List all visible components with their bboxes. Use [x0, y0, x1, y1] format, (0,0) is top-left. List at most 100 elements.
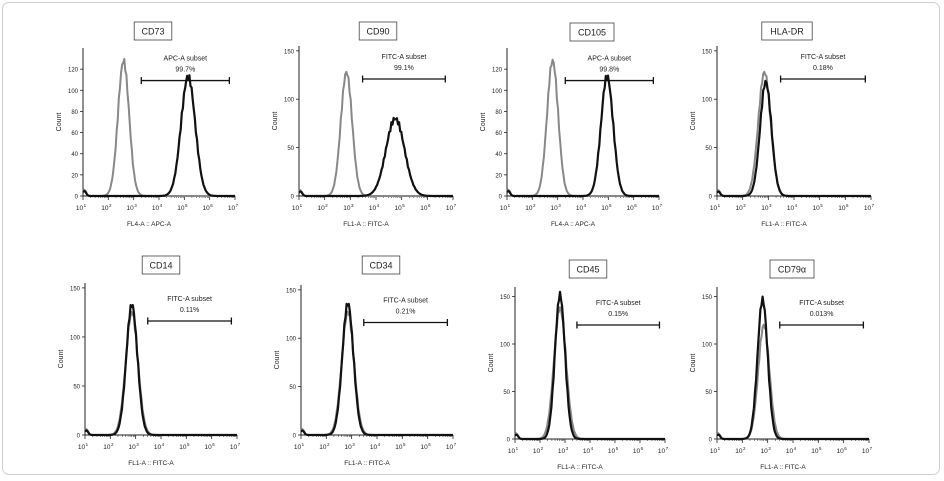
- x-tick-label: 107: [230, 442, 241, 451]
- histogram-curve: [506, 74, 659, 198]
- x-tick-label: 107: [652, 203, 663, 212]
- x-tick-label: 102: [319, 442, 330, 451]
- x-axis-label: FL4-A :: APC-A: [127, 221, 172, 228]
- x-tick-label: 105: [813, 203, 824, 212]
- y-tick-label: 0: [709, 195, 713, 201]
- histogram-curve: [298, 70, 453, 197]
- y-tick-label: 100: [500, 343, 511, 349]
- x-tick-label: 103: [558, 446, 569, 455]
- gate-value: 99.8%: [599, 67, 619, 74]
- histogram-curve: [514, 306, 665, 440]
- x-tick-label: 106: [838, 203, 849, 212]
- panel-title-box: [133, 21, 173, 41]
- y-tick-label: 0: [75, 195, 79, 201]
- y-axis-label: Count: [690, 112, 697, 131]
- y-tick-label: 100: [492, 89, 503, 95]
- y-axis-label: Count: [56, 113, 63, 132]
- y-tick-label: 0: [499, 195, 503, 201]
- x-tick-label: 105: [395, 442, 406, 451]
- histogram-curve: [84, 311, 237, 436]
- y-tick-label: 0: [507, 438, 511, 444]
- x-tick-label: 102: [101, 203, 112, 212]
- gate-name: FITC-A subset: [382, 54, 427, 61]
- panel-title: CD34: [369, 261, 392, 271]
- histogram-curve: [716, 295, 869, 441]
- x-tick-label: 106: [837, 446, 848, 455]
- x-tick-label: 103: [761, 446, 772, 455]
- histogram-curve: [82, 58, 235, 197]
- x-tick-label: 107: [862, 446, 873, 455]
- panel-title-box: [761, 21, 813, 41]
- x-tick-label: 101: [292, 203, 303, 212]
- y-tick-label: 100: [284, 98, 295, 104]
- gate-value: 0.013%: [810, 311, 834, 318]
- y-tick-label: 100: [702, 98, 713, 104]
- y-tick-label: 20: [495, 173, 502, 179]
- y-axis-label: Count: [272, 112, 279, 131]
- x-axis-label: FL4-A :: APC-A: [551, 221, 596, 228]
- x-axis-label: FL1-A :: FITC-A: [128, 460, 174, 467]
- x-tick-label: 103: [127, 203, 138, 212]
- y-tick-label: 100: [68, 89, 79, 95]
- x-tick-label: 104: [786, 446, 797, 455]
- x-axis-label: FL1-A :: FITC-A: [343, 221, 389, 228]
- x-tick-label: 104: [583, 446, 594, 455]
- x-tick-label: 102: [735, 446, 746, 455]
- histogram-curve: [300, 302, 453, 437]
- panel-title: CD105: [578, 28, 606, 38]
- y-tick-label: 0: [77, 434, 81, 440]
- y-tick-label: 150: [284, 49, 295, 55]
- x-tick-label: 104: [152, 203, 163, 212]
- panel-title: CD90: [366, 27, 389, 37]
- histogram-curve: [716, 323, 869, 440]
- x-tick-label: 101: [76, 203, 87, 212]
- gate-name: FITC-A subset: [801, 54, 846, 61]
- x-tick-label: 105: [608, 446, 619, 455]
- x-tick-label: 106: [627, 203, 638, 212]
- x-tick-label: 102: [103, 442, 114, 451]
- flow-cytometry-figure: CD73 0 20 40 60 80 100 120 Count 101 102 103 104 105 1…: [56, 21, 875, 471]
- y-tick-label: 150: [500, 295, 511, 301]
- x-tick-label: 103: [345, 442, 356, 451]
- x-tick-label: 102: [318, 203, 329, 212]
- histogram-curve: [716, 79, 871, 198]
- x-tick-label: 101: [500, 203, 511, 212]
- x-tick-label: 104: [370, 442, 381, 451]
- y-tick-label: 100: [286, 337, 297, 343]
- x-tick-label: 102: [525, 203, 536, 212]
- x-tick-label: 105: [395, 203, 406, 212]
- y-tick-label: 80: [495, 110, 502, 116]
- histogram-curve: [84, 304, 237, 437]
- y-tick-label: 50: [705, 146, 712, 152]
- x-axis-label: FL1-A :: FITC-A: [557, 464, 603, 471]
- histogram-curve: [300, 310, 453, 436]
- histogram-curve: [82, 74, 235, 198]
- gate-value: 0.11%: [180, 307, 199, 314]
- y-tick-label: 100: [70, 335, 81, 341]
- y-axis-label: Count: [690, 354, 697, 373]
- x-tick-label: 105: [601, 203, 612, 212]
- gate-name: FITC-A subset: [799, 300, 844, 307]
- panel-title: CD73: [141, 27, 164, 37]
- x-tick-label: 107: [228, 203, 239, 212]
- y-axis-label: Count: [274, 351, 281, 370]
- y-axis-label: Count: [488, 354, 495, 373]
- x-tick-label: 107: [446, 442, 457, 451]
- histogram-panel: CD105 0 20 40 60 80 100 120 Count 101 102 103 104 105…: [480, 22, 663, 228]
- histogram-curve: [716, 70, 871, 197]
- x-tick-label: 102: [736, 203, 747, 212]
- x-tick-label: 107: [864, 203, 875, 212]
- y-tick-label: 50: [73, 384, 80, 390]
- x-tick-label: 104: [369, 203, 380, 212]
- y-tick-label: 100: [702, 343, 713, 349]
- x-tick-label: 101: [710, 446, 721, 455]
- y-tick-label: 50: [503, 390, 510, 396]
- y-tick-label: 60: [71, 131, 78, 137]
- histogram-panel: CD45 0 50 100 150 Count 101 102 103 104 105 106 107 F…: [488, 259, 669, 471]
- x-tick-label: 101: [710, 203, 721, 212]
- y-tick-label: 150: [702, 49, 713, 55]
- gate-value: 0.18%: [813, 65, 833, 72]
- panel-title-box: [141, 255, 181, 275]
- histogram-panel: HLA-DR 0 50 100 150 Count 101 102 103 104 105 106 10…: [690, 21, 875, 228]
- x-tick-label: 106: [421, 442, 432, 451]
